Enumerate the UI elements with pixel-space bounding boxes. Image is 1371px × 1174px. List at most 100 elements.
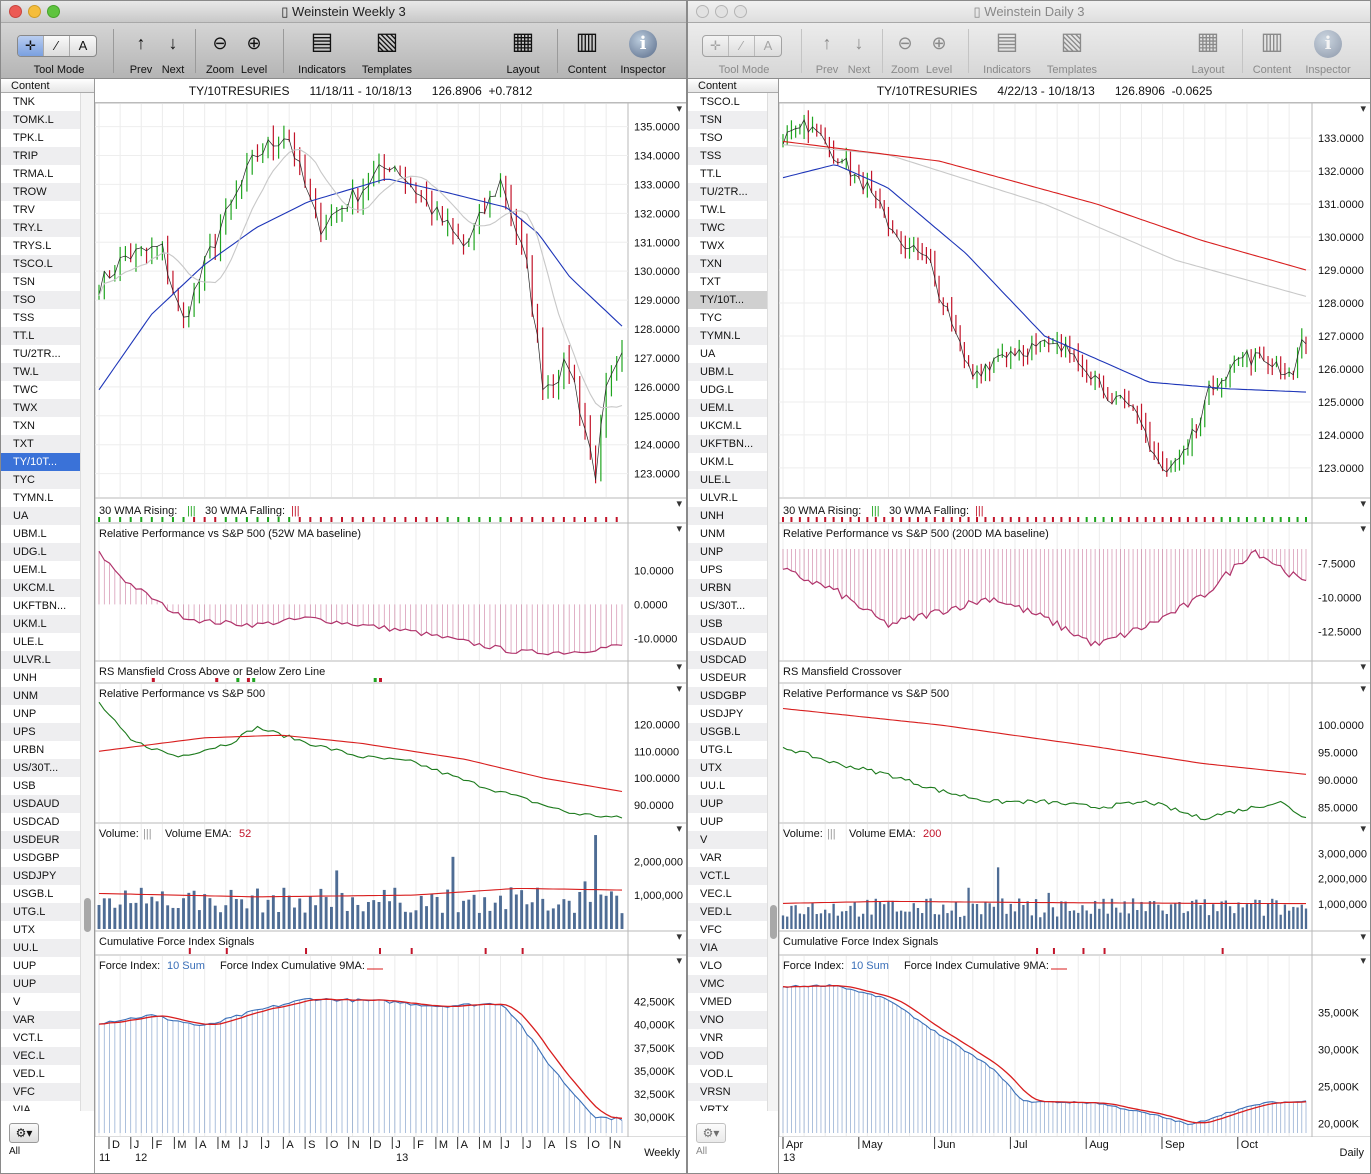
- symbol-list-item[interactable]: TXT: [700, 276, 721, 288]
- symbol-list-item[interactable]: ULE.L: [13, 636, 44, 648]
- symbol-list-item[interactable]: TSCO.L: [1, 255, 80, 273]
- symbol-list-item[interactable]: UNM: [700, 528, 726, 540]
- symbol-list-item[interactable]: TU/2TR...: [688, 183, 767, 201]
- symbol-list-item[interactable]: UKM.L: [700, 456, 734, 468]
- symbol-list-item[interactable]: VED.L: [13, 1068, 45, 1080]
- daily-chart-window[interactable]: ▯ Weinstein Daily 3 ✛ ⁄ A Tool Mode ↑ Prev …: [687, 0, 1371, 1174]
- symbol-list-item[interactable]: VFC: [700, 924, 722, 936]
- symbol-list-item[interactable]: VAR: [1, 1011, 80, 1029]
- symbol-list-item[interactable]: TOMK.L: [1, 111, 80, 129]
- prev-button[interactable]: ↑ Prev: [129, 33, 153, 76]
- symbol-list-item[interactable]: TYMN.L: [13, 492, 54, 504]
- weekly-chart-window[interactable]: ▯ Weinstein Weekly 3 ✛ ⁄ A Tool Mode ↑ Prev…: [0, 0, 687, 1174]
- symbol-list-item[interactable]: TU/2TR...: [13, 348, 61, 360]
- symbol-list-item[interactable]: TWX: [1, 399, 80, 417]
- inspector-button[interactable]: i Inspector: [615, 23, 671, 79]
- symbol-list-item[interactable]: UBM.L: [688, 363, 767, 381]
- symbol-list-item[interactable]: VNR: [700, 1032, 724, 1044]
- next-button[interactable]: ↓ Next: [847, 33, 871, 76]
- symbol-list-item[interactable]: TW.L: [1, 363, 80, 381]
- weekly-chart-panels[interactable]: ▾ ▾ ▾ ▾ ▾ ▾ ▾ ▾ 135.0000 134.0000 133.0000 132.0000…: [95, 103, 687, 1174]
- symbol-list-item[interactable]: USDCAD: [13, 816, 60, 828]
- symbol-list-item[interactable]: VRSN: [688, 1083, 767, 1101]
- close-button[interactable]: [696, 5, 709, 18]
- symbol-list-item[interactable]: TWC: [688, 219, 767, 237]
- symbol-list-item[interactable]: V: [688, 831, 767, 849]
- symbol-list-item[interactable]: VIA: [13, 1104, 31, 1111]
- symbol-list-item[interactable]: UEM.L: [13, 564, 47, 576]
- symbol-list-item[interactable]: TSN: [13, 276, 35, 288]
- symbol-list[interactable]: TSCO.L TSN TSO TSS TT.L TU/2TR... TW.L TWC TWX TX…: [688, 93, 767, 1111]
- symbol-list-item[interactable]: VMC: [688, 975, 767, 993]
- crosshair-icon[interactable]: ✛: [18, 36, 44, 56]
- symbol-list-item[interactable]: UTG.L: [1, 903, 80, 921]
- symbol-list-item[interactable]: USDGBP: [13, 852, 60, 864]
- minimize-button[interactable]: [28, 5, 41, 18]
- zoom-out-button[interactable]: ⊖ Zoom: [205, 33, 235, 76]
- close-button[interactable]: [9, 5, 22, 18]
- panel-price[interactable]: [779, 103, 1371, 499]
- symbol-list-item[interactable]: TRMA.L: [13, 168, 54, 180]
- symbol-list-item[interactable]: UNM: [1, 687, 80, 705]
- symbol-list-item[interactable]: TRIP: [1, 147, 80, 165]
- minimize-button[interactable]: [715, 5, 728, 18]
- symbol-list-item[interactable]: UNH: [688, 507, 767, 525]
- symbol-list-item[interactable]: URBN: [13, 744, 45, 756]
- templates-button[interactable]: ▧ Templates: [361, 28, 413, 76]
- scroll-thumb[interactable]: [84, 898, 91, 932]
- title-bar[interactable]: ▯ Weinstein Weekly 3: [1, 1, 686, 23]
- symbol-list-item[interactable]: UBM.L: [13, 528, 47, 540]
- symbol-list-item[interactable]: USDEUR: [1, 831, 80, 849]
- symbol-list-item[interactable]: UKFTBN...: [13, 600, 67, 612]
- symbol-list-item[interactable]: UNP: [688, 543, 767, 561]
- panel-force[interactable]: [95, 954, 687, 1138]
- gear-menu-button[interactable]: ⚙▾: [696, 1123, 726, 1143]
- symbol-list-item[interactable]: USDEUR: [700, 672, 747, 684]
- symbol-list-item[interactable]: UUP: [1, 975, 80, 993]
- symbol-list-item[interactable]: TSO: [700, 132, 723, 144]
- all-filter[interactable]: All: [696, 1146, 708, 1157]
- zoom-out-button[interactable]: ⊖ Zoom: [890, 33, 920, 76]
- layout-button[interactable]: ▦ Layout: [1191, 28, 1225, 76]
- symbol-list-item[interactable]: ULVR.L: [700, 492, 738, 504]
- symbol-list-item[interactable]: TWX: [700, 240, 725, 252]
- symbol-list-item[interactable]: TSCO.L: [700, 96, 740, 108]
- daily-chart-panels[interactable]: ▾ ▾ ▾ ▾ ▾ ▾ ▾ ▾ 133.0000 132.0000 131.0000 130.0000…: [779, 103, 1371, 1174]
- symbol-list-item[interactable]: UA: [700, 348, 716, 360]
- symbol-list-item[interactable]: TROW: [1, 183, 80, 201]
- crosshair-icon[interactable]: ✛: [703, 36, 729, 56]
- symbol-list-item[interactable]: TPK.L: [13, 132, 44, 144]
- symbol-list-item[interactable]: TT.L: [1, 327, 80, 345]
- symbol-list-item[interactable]: URBN: [688, 579, 767, 597]
- zoom-in-button[interactable]: ⊕ Level: [925, 33, 953, 76]
- symbol-list-item[interactable]: TW.L: [700, 204, 726, 216]
- chart-area[interactable]: TY/10TRESURIES 11/18/11 - 10/18/13 126.8…: [95, 79, 686, 1173]
- symbol-list-item[interactable]: TNK: [13, 96, 35, 108]
- symbol-list-item[interactable]: USGB.L: [688, 723, 767, 741]
- symbol-list-item[interactable]: USDCAD: [688, 651, 767, 669]
- prev-button[interactable]: ↑ Prev: [815, 33, 839, 76]
- symbol-list[interactable]: TNK TOMK.L TPK.L TRIP TRMA.L TROW TRV TRY.L TRYS…: [1, 93, 80, 1111]
- symbol-list-item[interactable]: TXN: [688, 255, 767, 273]
- gear-menu-button[interactable]: ⚙▾: [9, 1123, 39, 1143]
- title-bar[interactable]: ▯ Weinstein Daily 3: [688, 1, 1370, 23]
- symbol-list-item[interactable]: VFC: [1, 1083, 80, 1101]
- tool-mode-segmented[interactable]: ✛ ⁄ A: [17, 35, 97, 57]
- symbol-list-item[interactable]: USDJPY: [1, 867, 80, 885]
- sidebar-scrollbar[interactable]: [767, 93, 778, 1111]
- scroll-thumb[interactable]: [770, 905, 777, 939]
- tool-mode-segmented[interactable]: ✛ ⁄ A: [702, 35, 782, 57]
- panel-relperf_ma[interactable]: [779, 522, 1371, 662]
- symbol-list-item[interactable]: UTG.L: [700, 744, 733, 756]
- symbol-list-item[interactable]: TWC: [13, 384, 39, 396]
- symbol-list-item[interactable]: UKCM.L: [1, 579, 80, 597]
- inspector-button[interactable]: i Inspector: [1300, 23, 1356, 79]
- symbol-list-item[interactable]: TY/10T...: [1, 453, 80, 471]
- symbol-list-item[interactable]: VCT.L: [13, 1032, 43, 1044]
- symbol-list-item[interactable]: VMED: [700, 996, 732, 1008]
- symbol-list-item[interactable]: VOD.L: [700, 1068, 734, 1080]
- symbol-list-item[interactable]: TYC: [700, 312, 722, 324]
- templates-button[interactable]: ▧ Templates: [1046, 28, 1098, 76]
- symbol-list-item[interactable]: TT.L: [700, 168, 722, 180]
- symbol-list-item[interactable]: TSN: [688, 111, 767, 129]
